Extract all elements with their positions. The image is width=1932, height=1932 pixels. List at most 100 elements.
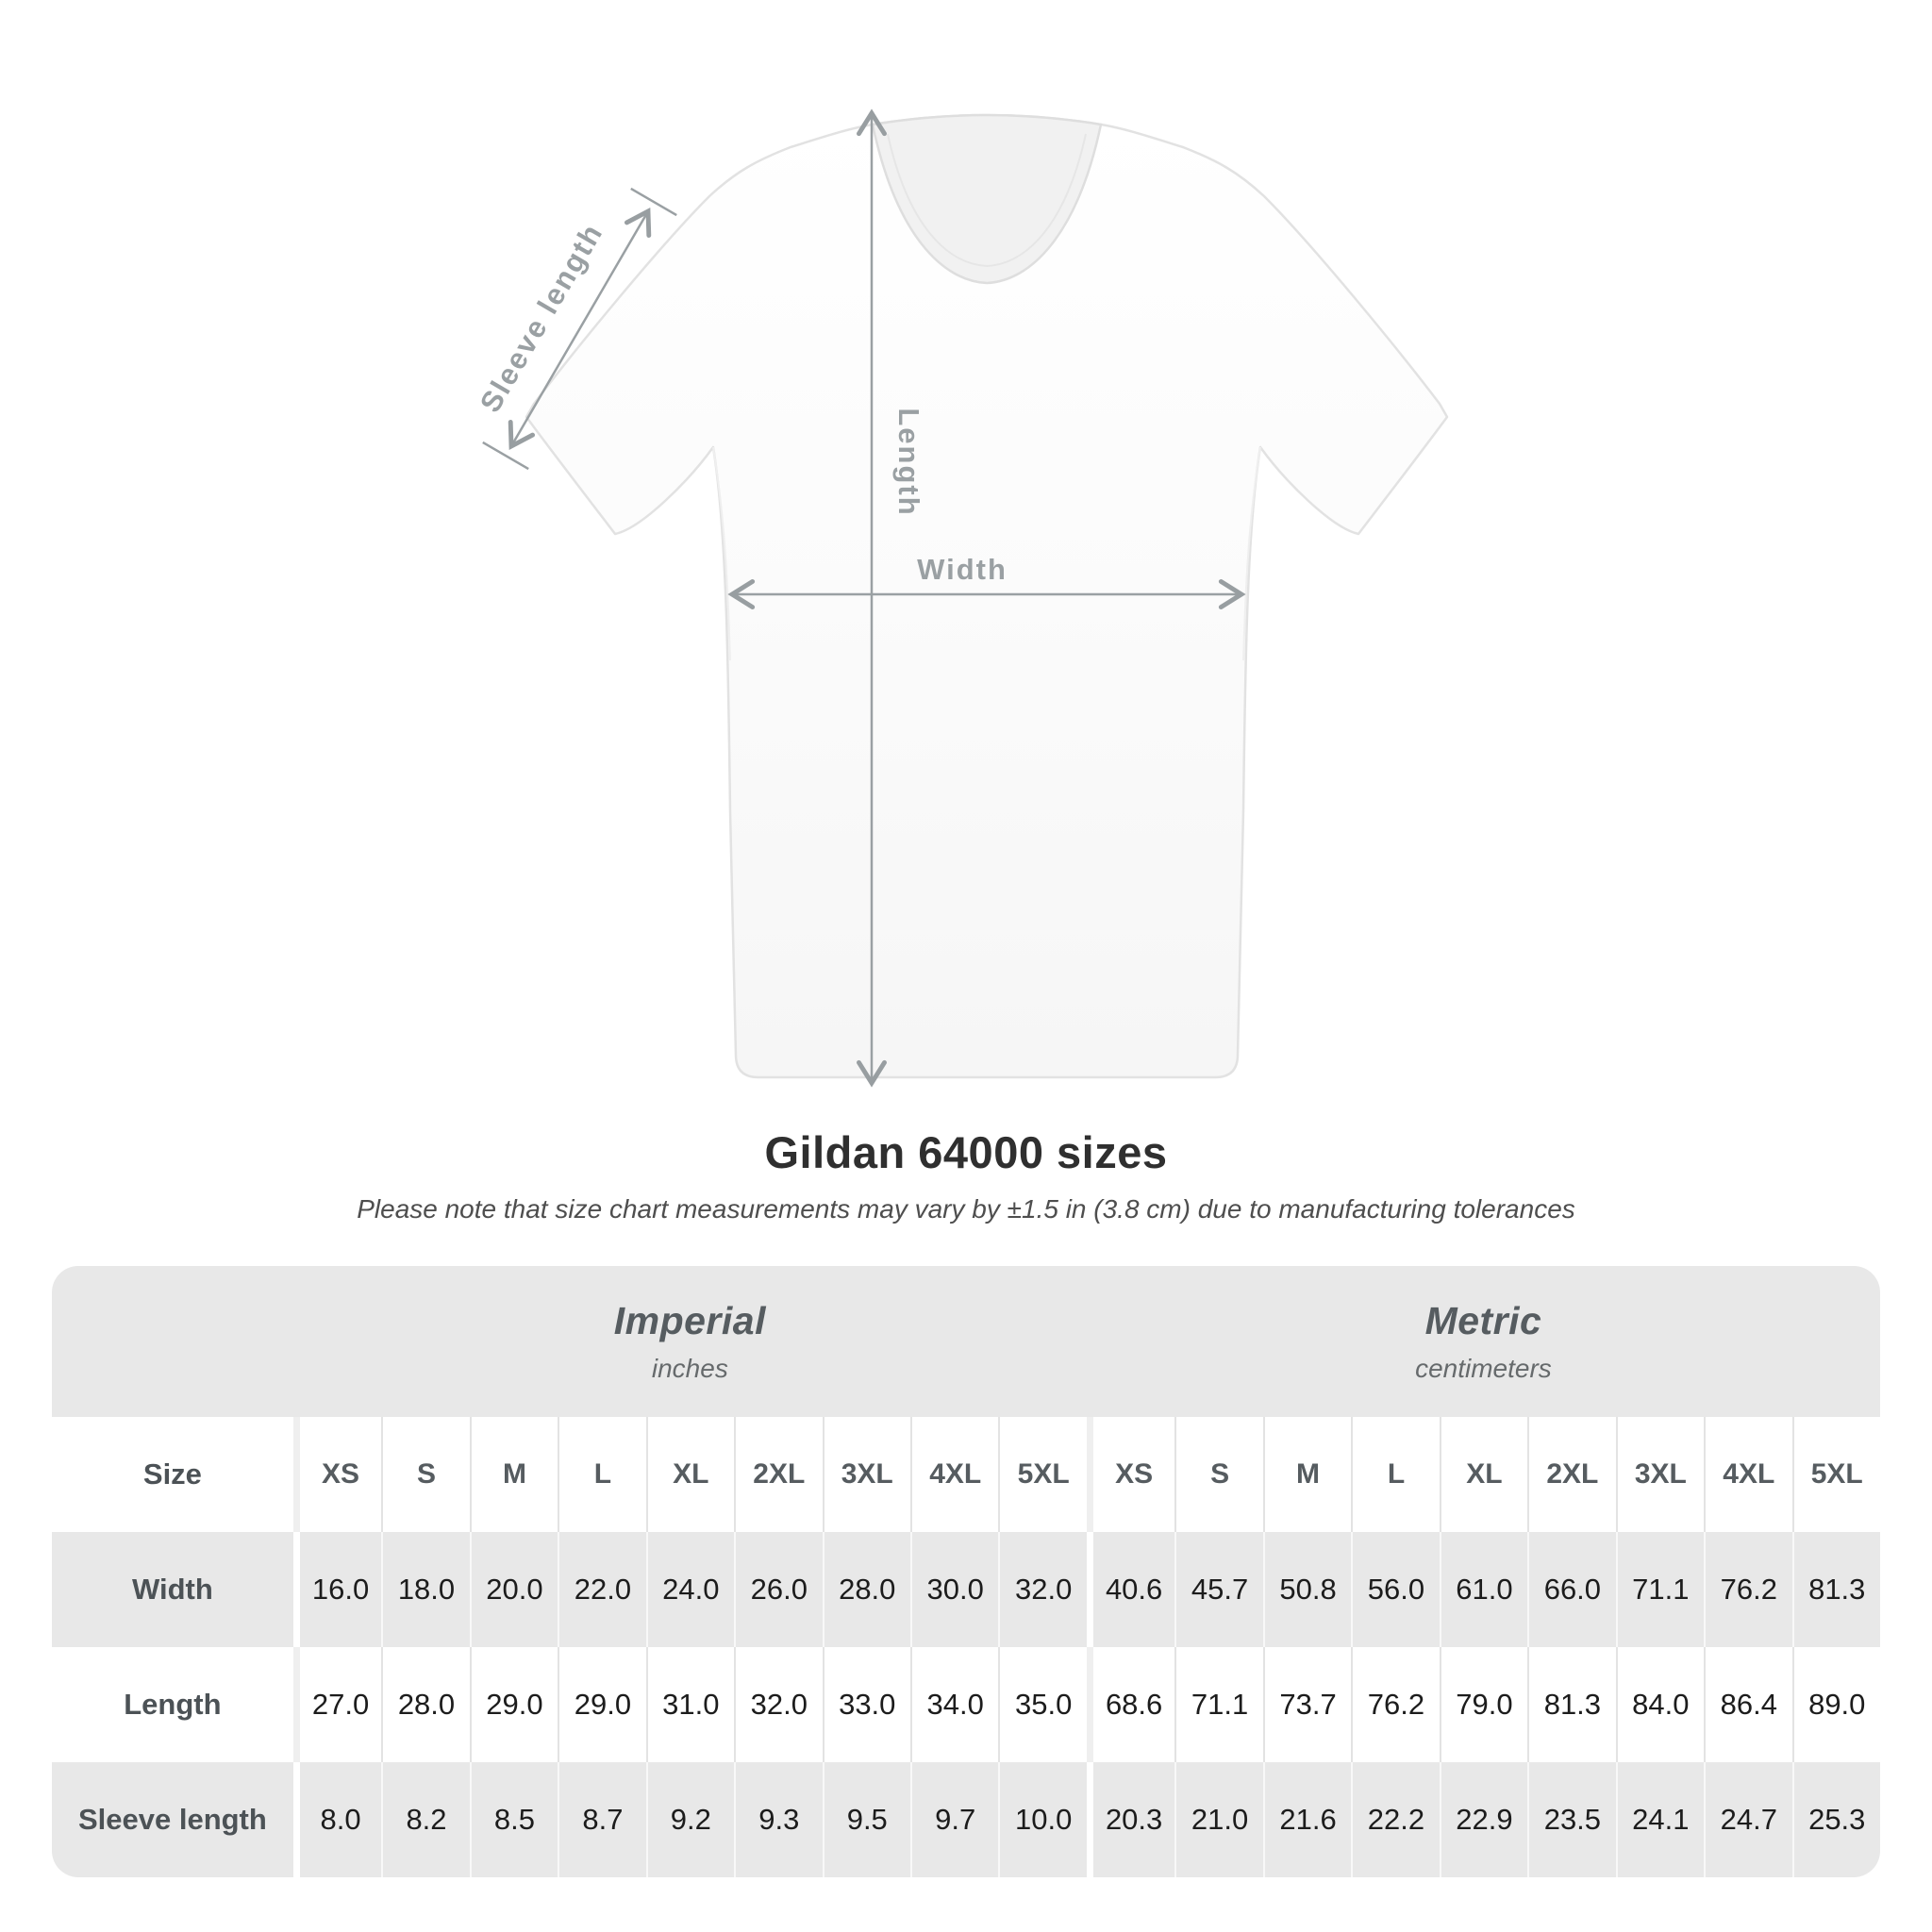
row-label-width: Width xyxy=(132,1573,213,1606)
size-table-container: Imperial inches Metric centimeters Size … xyxy=(52,1266,1880,1877)
value-cell: 86.4 xyxy=(1704,1647,1791,1762)
value-cell: 34.0 xyxy=(909,1647,998,1762)
value-cell: 28.0 xyxy=(822,1532,910,1647)
value-cell: 76.2 xyxy=(1704,1532,1791,1647)
size-col-header: S xyxy=(381,1417,469,1532)
value-cell: 30.0 xyxy=(909,1532,998,1647)
value-cell: 81.3 xyxy=(1791,1532,1880,1647)
value-cell: 28.0 xyxy=(381,1647,469,1762)
size-col-header: XS xyxy=(292,1417,381,1532)
value-cell: 29.0 xyxy=(558,1647,645,1762)
size-corner-label: Size xyxy=(142,1457,202,1491)
value-cell: 45.7 xyxy=(1174,1532,1262,1647)
size-col-header: 4XL xyxy=(1704,1417,1791,1532)
value-cell: 21.6 xyxy=(1262,1762,1351,1877)
value-cell: 24.0 xyxy=(645,1532,734,1647)
value-cell: 66.0 xyxy=(1527,1532,1615,1647)
value-cell: 73.7 xyxy=(1262,1647,1351,1762)
value-cell: 71.1 xyxy=(1615,1532,1704,1647)
section-header-row: Imperial inches Metric centimeters xyxy=(52,1266,1880,1417)
title-block: Gildan 64000 sizes Please note that size… xyxy=(0,1126,1932,1224)
value-cell: 76.2 xyxy=(1351,1647,1439,1762)
value-cell: 27.0 xyxy=(292,1647,381,1762)
value-cell: 81.3 xyxy=(1527,1647,1615,1762)
collar xyxy=(871,113,1103,285)
imperial-label: Imperial xyxy=(613,1298,766,1342)
value-cell: 20.0 xyxy=(469,1532,558,1647)
value-cell: 35.0 xyxy=(998,1647,1086,1762)
size-col-header: 3XL xyxy=(822,1417,910,1532)
value-cell: 22.9 xyxy=(1439,1762,1527,1877)
row-label-length: Length xyxy=(124,1688,222,1721)
value-cell: 20.3 xyxy=(1086,1762,1174,1877)
shirt-diagram-svg: Length Width Sleeve length xyxy=(474,108,1449,1088)
size-col-header: L xyxy=(1351,1417,1439,1532)
value-cell: 68.6 xyxy=(1086,1647,1174,1762)
value-cell: 84.0 xyxy=(1615,1647,1704,1762)
size-table: Imperial inches Metric centimeters Size … xyxy=(52,1266,1880,1877)
size-col-header: 2XL xyxy=(1527,1417,1615,1532)
value-cell: 32.0 xyxy=(734,1647,822,1762)
value-cell: 56.0 xyxy=(1351,1532,1439,1647)
tshirt-graphic xyxy=(525,113,1449,1079)
value-cell: 10.0 xyxy=(998,1762,1086,1877)
size-col-header: 3XL xyxy=(1615,1417,1704,1532)
size-col-header: 2XL xyxy=(734,1417,822,1532)
size-col-header: XL xyxy=(1439,1417,1527,1532)
value-cell: 8.0 xyxy=(292,1762,381,1877)
value-cell: 9.3 xyxy=(734,1762,822,1877)
tolerance-note: Please note that size chart measurements… xyxy=(357,1194,1575,1224)
shirt-diagram: Length Width Sleeve length xyxy=(474,108,1449,1088)
length-row: Length 27.0 28.0 29.0 29.0 31.0 32.0 33.0 34.0 3… xyxy=(52,1647,1880,1762)
section-corner-cell xyxy=(52,1266,293,1417)
value-cell: 24.7 xyxy=(1704,1762,1791,1877)
value-cell: 23.5 xyxy=(1527,1762,1615,1877)
metric-unit: centimeters xyxy=(1415,1353,1552,1383)
value-cell: 24.1 xyxy=(1615,1762,1704,1877)
width-label: Width xyxy=(917,553,1008,586)
value-cell: 22.2 xyxy=(1351,1762,1439,1877)
size-header-row: Size XS S M L XL 2XL 3XL 4XL 5XL XS S M L XL 2XL 3XL 4XL… xyxy=(52,1417,1880,1532)
size-col-header: 4XL xyxy=(909,1417,998,1532)
value-cell: 22.0 xyxy=(558,1532,645,1647)
value-cell: 29.0 xyxy=(469,1647,558,1762)
size-col-header: 5XL xyxy=(998,1417,1086,1532)
value-cell: 31.0 xyxy=(645,1647,734,1762)
metric-section-header: Metric centimeters xyxy=(1087,1266,1880,1417)
width-row: Width 16.0 18.0 20.0 22.0 24.0 26.0 28.0 30.0 32… xyxy=(52,1532,1880,1647)
value-cell: 8.7 xyxy=(558,1762,645,1877)
page-title: Gildan 64000 sizes xyxy=(764,1127,1168,1177)
sleeve-length-row: Sleeve length 8.0 8.2 8.5 8.7 9.2 9.3 9.5 9.7 10… xyxy=(52,1762,1880,1877)
size-col-header: XS xyxy=(1086,1417,1174,1532)
value-cell: 8.2 xyxy=(381,1762,469,1877)
value-cell: 50.8 xyxy=(1262,1532,1351,1647)
value-cell: 26.0 xyxy=(734,1532,822,1647)
value-cell: 9.2 xyxy=(645,1762,734,1877)
size-col-header: L xyxy=(558,1417,645,1532)
value-cell: 8.5 xyxy=(469,1762,558,1877)
value-cell: 21.0 xyxy=(1174,1762,1262,1877)
size-col-header: S xyxy=(1174,1417,1262,1532)
value-cell: 89.0 xyxy=(1791,1647,1880,1762)
value-cell: 25.3 xyxy=(1791,1762,1880,1877)
imperial-section-header: Imperial inches xyxy=(293,1266,1087,1417)
value-cell: 18.0 xyxy=(381,1532,469,1647)
value-cell: 33.0 xyxy=(822,1647,910,1762)
imperial-unit: inches xyxy=(651,1353,728,1383)
value-cell: 9.7 xyxy=(909,1762,998,1877)
value-cell: 79.0 xyxy=(1439,1647,1527,1762)
value-cell: 71.1 xyxy=(1174,1647,1262,1762)
value-cell: 61.0 xyxy=(1439,1532,1527,1647)
sleeve-dimension-line xyxy=(482,187,677,471)
size-col-header: M xyxy=(469,1417,558,1532)
size-col-header: 5XL xyxy=(1791,1417,1880,1532)
value-cell: 9.5 xyxy=(822,1762,910,1877)
value-cell: 32.0 xyxy=(998,1532,1086,1647)
size-col-header: M xyxy=(1262,1417,1351,1532)
value-cell: 16.0 xyxy=(292,1532,381,1647)
value-cell: 40.6 xyxy=(1086,1532,1174,1647)
row-label-sleeve-length: Sleeve length xyxy=(77,1803,267,1836)
size-col-header: XL xyxy=(645,1417,734,1532)
metric-label: Metric xyxy=(1424,1298,1542,1342)
